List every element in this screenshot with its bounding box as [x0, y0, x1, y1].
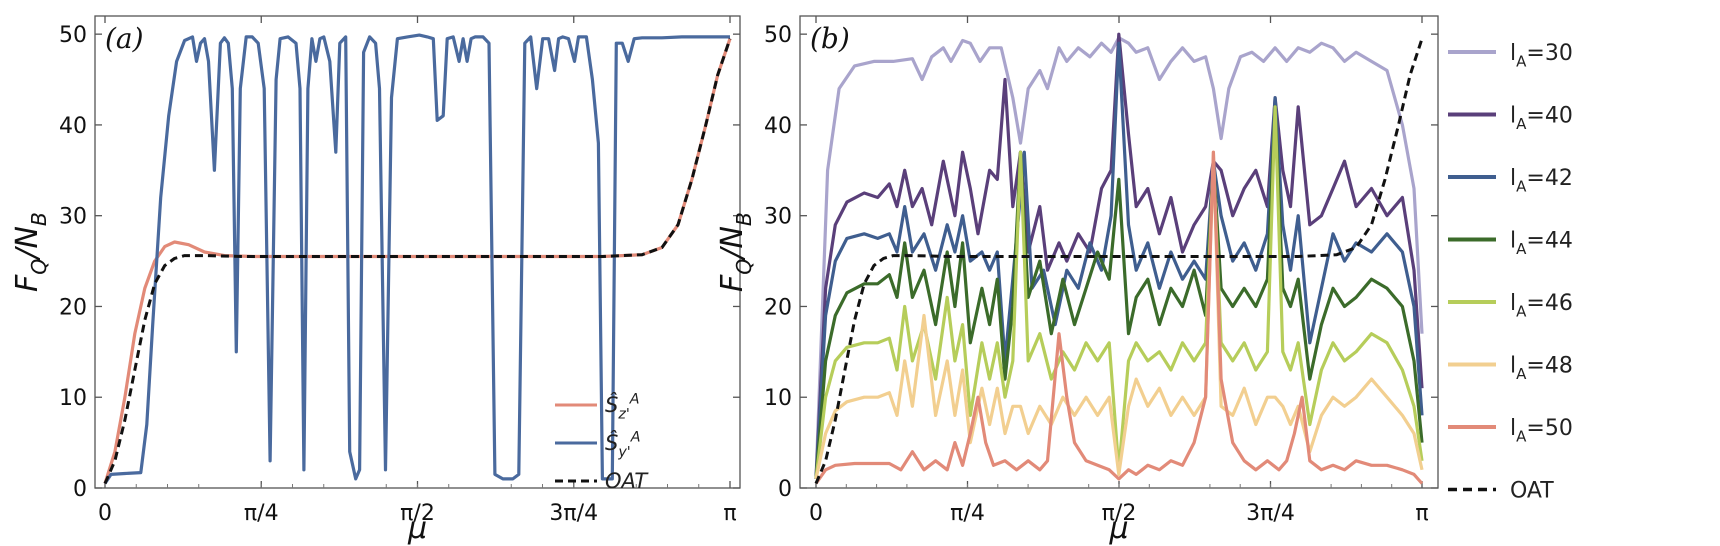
y-tick-label: 20: [764, 295, 792, 320]
series-line-l-a-50: [814, 150, 1424, 485]
x-axis-label: μ: [407, 511, 427, 546]
x-tick-label: π/4: [950, 501, 985, 526]
legend-label: lA=46: [1510, 291, 1573, 321]
x-tick-label: π/4: [244, 501, 279, 526]
y-tick-label: 10: [59, 386, 87, 411]
y-axis-label: FQ/NB: [10, 212, 51, 292]
legend: lA=30 lA=40 lA=42 lA=44 lA=46 lA=48 lA=50 OAT: [1448, 41, 1573, 504]
y-tick-label: 50: [59, 23, 87, 48]
y-tick-label: 20: [59, 295, 87, 320]
x-tick-label: π/2: [400, 501, 435, 526]
legend-label: lA=42: [1510, 166, 1573, 196]
y-tick-label: 30: [59, 205, 87, 230]
series-line-l-a-40: [814, 32, 1424, 479]
series-line--z-a: [103, 38, 732, 484]
chart-panel-a: 0 10 20 30 40 50 0 π/4 π/2 3π/4 π μ FQ/NB (a) Ŝz'A Ŝy'A…: [10, 15, 741, 546]
y-tick-label: 40: [764, 114, 792, 139]
x-tick-label: π: [1415, 501, 1428, 526]
series-line-l-a-48: [814, 150, 1424, 480]
x-tick-label: 3π/4: [549, 501, 598, 526]
legend-label: lA=48: [1510, 354, 1573, 384]
legend-label: lA=44: [1510, 229, 1573, 259]
x-tick-label: π: [723, 501, 736, 526]
x-tick-label: 0: [98, 501, 112, 526]
series-line-oat: [103, 38, 732, 485]
legend-label: lA=40: [1510, 104, 1573, 134]
x-axis-label: μ: [1108, 511, 1128, 546]
legend: Ŝz'A Ŝy'A OAT: [555, 392, 649, 493]
y-tick-label: 0: [73, 477, 87, 502]
x-tick-label: π/2: [1102, 501, 1137, 526]
series-line-l-a-42: [814, 41, 1424, 479]
y-tick-label: 0: [778, 477, 792, 502]
legend-label: lA=50: [1510, 416, 1573, 446]
y-axis-label: FQ/NB: [715, 212, 756, 292]
legend-label: Ŝz'A: [605, 392, 640, 423]
x-tick-label: 0: [809, 501, 823, 526]
legend-label: lA=30: [1510, 41, 1573, 71]
series-line--y-a: [103, 33, 730, 485]
legend-label: OAT: [1510, 479, 1554, 504]
panel-label: (b): [810, 22, 850, 55]
legend-label: OAT: [605, 469, 649, 493]
x-tick-label: 3π/4: [1246, 501, 1295, 526]
plot-frame: [94, 15, 741, 489]
legend-label: Ŝy'A: [605, 430, 641, 461]
panel-label: (a): [105, 22, 144, 55]
y-tick-label: 10: [764, 386, 792, 411]
y-tick-label: 30: [764, 205, 792, 230]
y-tick-label: 50: [764, 23, 792, 48]
y-tick-label: 40: [59, 114, 87, 139]
series-line-l-a-44: [814, 105, 1424, 480]
